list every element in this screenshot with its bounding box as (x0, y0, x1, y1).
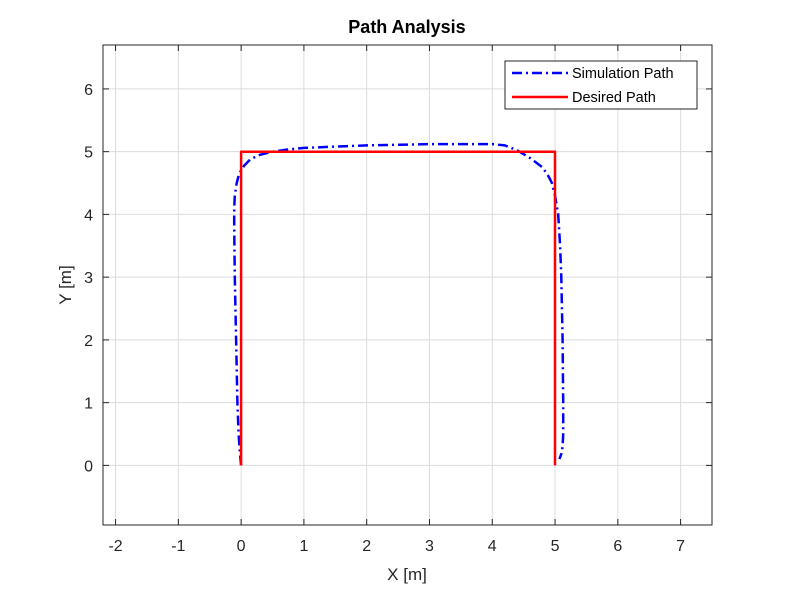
ticks (103, 45, 712, 525)
x-tick-label: -2 (108, 538, 122, 555)
x-tick-label: 7 (676, 538, 685, 555)
x-axis-label: X [m] (387, 565, 427, 584)
x-tick-label: 3 (425, 538, 434, 555)
y-tick-label: 3 (84, 270, 93, 287)
legend-label-simulation-path: Simulation Path (572, 66, 674, 82)
axes-box (102, 44, 713, 526)
plot-area (103, 45, 712, 525)
x-tick-label: 1 (299, 538, 308, 555)
y-tick-label: 5 (84, 145, 93, 162)
y-tick-label: 6 (84, 82, 93, 99)
x-tick-label: 2 (362, 538, 371, 555)
x-tick-label: 5 (551, 538, 560, 555)
desired-path-line (239, 150, 557, 466)
x-tick-label: 0 (237, 538, 246, 555)
x-tick-label: 6 (613, 538, 622, 555)
simulation-path-line (232, 142, 565, 466)
tick-labels: -2 -1 0 1 2 3 4 5 6 7 0 1 2 3 4 5 6 (84, 82, 685, 555)
legend-label-desired-path: Desired Path (572, 90, 656, 106)
legend-box (504, 60, 698, 110)
y-tick-label: 2 (84, 333, 93, 350)
y-tick-label: 4 (84, 207, 93, 224)
y-tick-label: 1 (84, 396, 93, 413)
x-tick-label: -1 (171, 538, 185, 555)
y-axis-label: Y [m] (56, 265, 75, 304)
legend[interactable]: Simulation Path Desired Path (504, 60, 698, 110)
x-tick-label: 4 (488, 538, 497, 555)
y-tick-label: 0 (84, 458, 93, 475)
chart-title: Path Analysis (348, 17, 465, 37)
grid (103, 45, 712, 525)
series-layer (232, 142, 565, 466)
